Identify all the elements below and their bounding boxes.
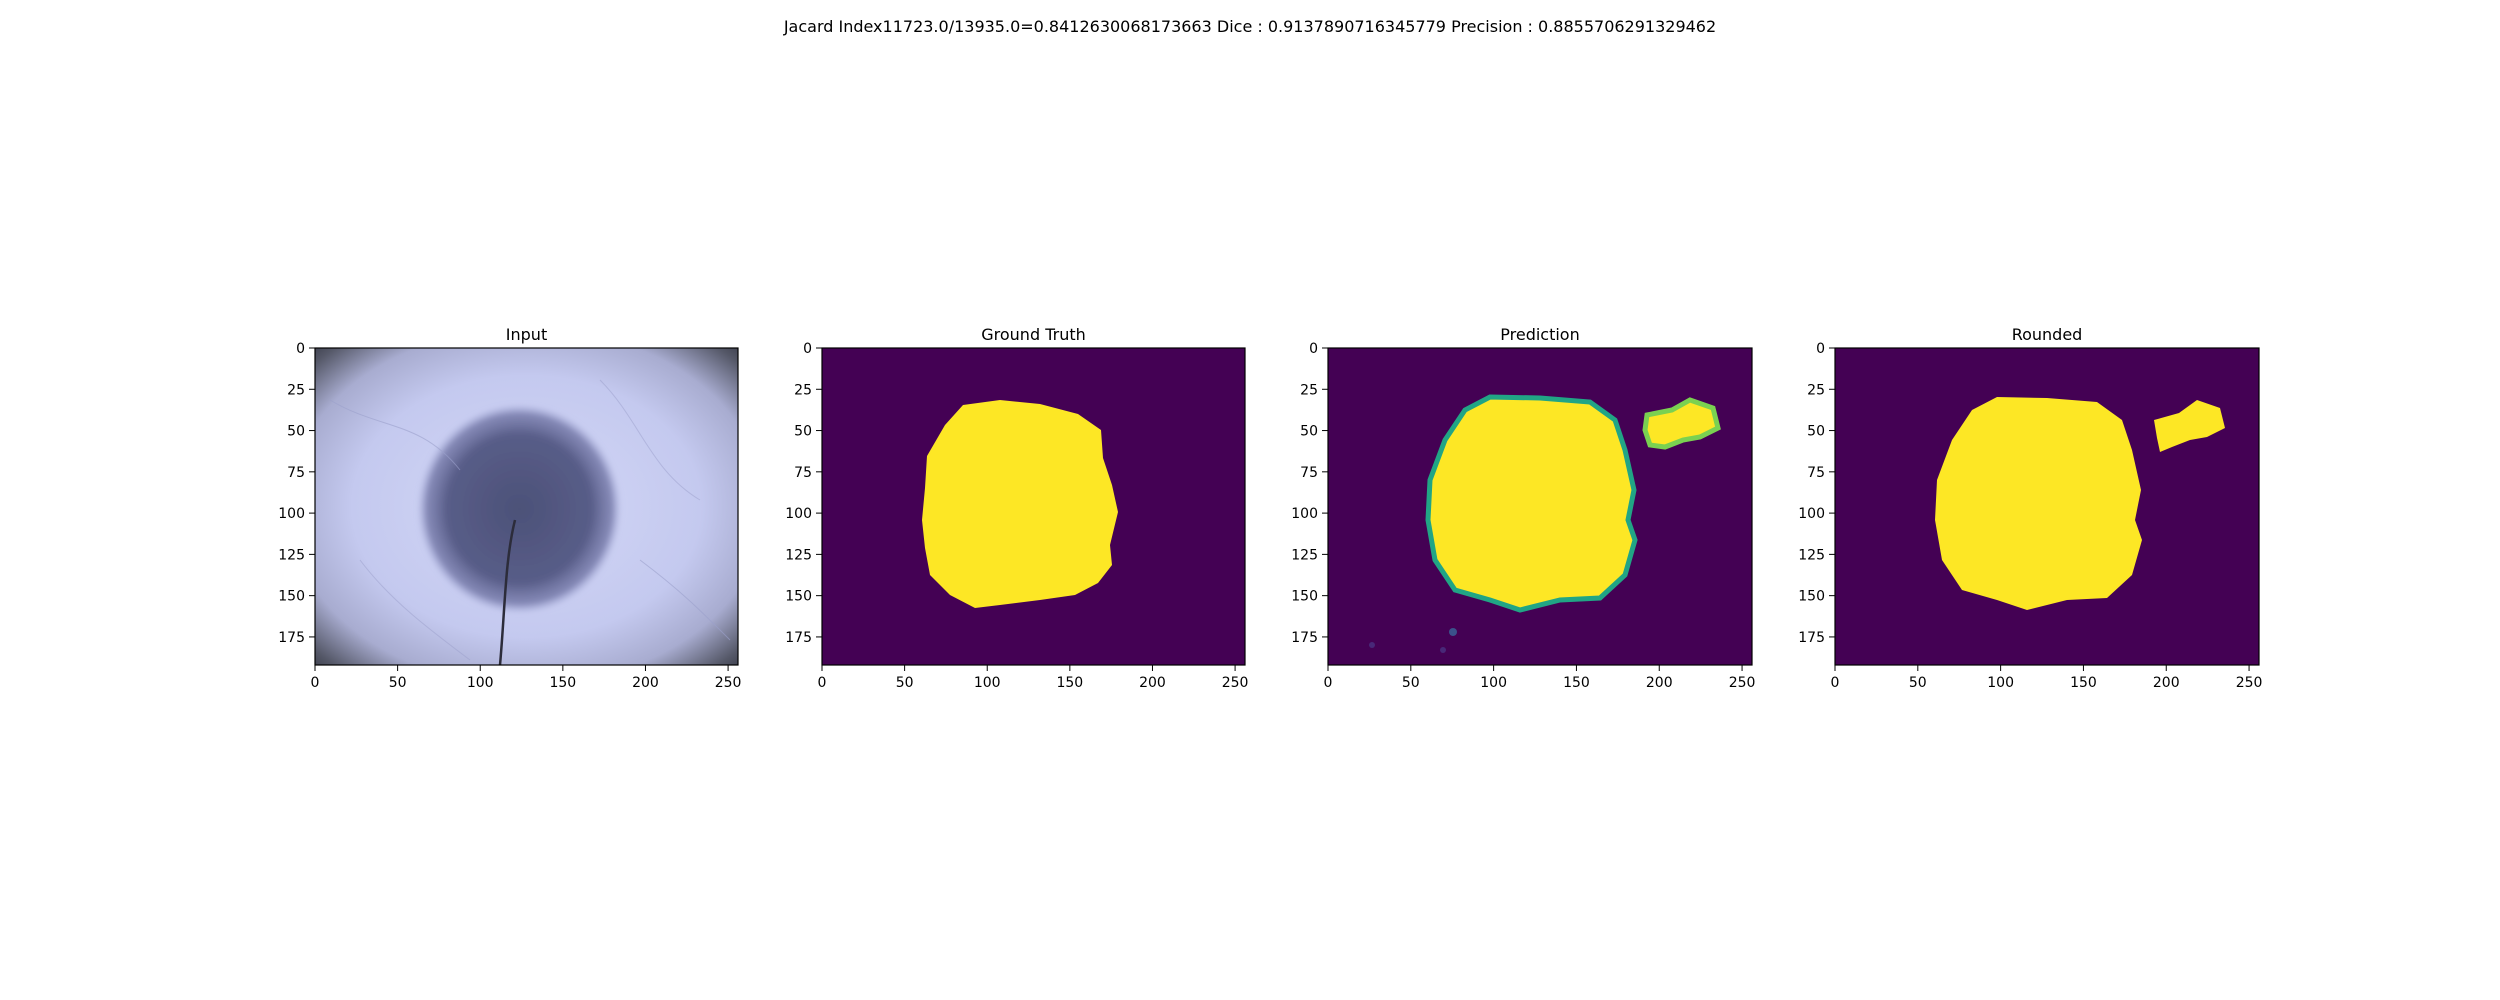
figure-suptitle: Jacard Index11723.0/13935.0=0.8412630068… (783, 17, 1716, 36)
x-tick-label: 100 (467, 675, 494, 691)
y-tick-label: 125 (785, 547, 812, 563)
x-tick-label: 200 (632, 675, 659, 691)
lesion-mask-region (922, 400, 1118, 608)
x-tick-label: 100 (1987, 675, 2014, 691)
x-tick-label: 100 (974, 675, 1001, 691)
y-tick-label: 100 (785, 506, 812, 522)
rounded-main-region (1935, 397, 2142, 610)
input-image (315, 348, 738, 665)
lesion-region (416, 403, 622, 614)
y-tick-label: 150 (278, 589, 305, 605)
y-tick-label: 75 (1807, 465, 1825, 481)
y-tick-label: 50 (1300, 424, 1318, 440)
y-tick-label: 175 (785, 630, 812, 646)
y-tick-label: 125 (278, 547, 305, 563)
x-tick-label: 200 (2153, 675, 2180, 691)
y-tick-label: 50 (287, 424, 305, 440)
axes-prediction: 0 50 100 150 200 250 0 25 50 75 100 125 150 175 (1291, 341, 1755, 691)
x-tick-label: 200 (1139, 675, 1166, 691)
x-tick-label: 50 (1909, 675, 1927, 691)
panel-prediction: Prediction 0 50 100 150 200 250 0 25 50 75 100 125 1… (1291, 325, 1755, 691)
panel-input: Input 0 50 100 150 200 250 0 25 50 75 100 125 150 175 (278, 325, 741, 691)
x-tick-label: 250 (1222, 675, 1249, 691)
x-tick-label: 0 (1831, 675, 1840, 691)
panel-title-prediction: Prediction (1500, 325, 1579, 344)
rounded-secondary-region (2154, 400, 2225, 452)
prediction-noise-spot (1369, 642, 1375, 648)
y-tick-label: 0 (1309, 341, 1318, 357)
axes-frame (1327, 347, 1753, 666)
y-tick-label: 150 (1798, 589, 1825, 605)
panel-title-input: Input (506, 325, 547, 344)
y-tick-label: 75 (287, 465, 305, 481)
y-tick-label: 50 (1807, 424, 1825, 440)
x-tick-label: 250 (2236, 675, 2263, 691)
axes-ground-truth: 0 50 100 150 200 250 0 25 50 75 100 125 150 175 (785, 341, 1248, 691)
axes-input: 0 50 100 150 200 250 0 25 50 75 100 125 150 175 (278, 341, 741, 691)
y-tick-label: 25 (1807, 382, 1825, 398)
x-tick-label: 150 (1563, 675, 1590, 691)
y-tick-label: 25 (794, 382, 812, 398)
axes-frame (1834, 347, 2260, 666)
y-tick-label: 175 (1798, 630, 1825, 646)
panel-rounded: Rounded 0 50 100 150 200 250 0 25 50 75 100 125 150 1… (1798, 325, 2262, 691)
prediction-main-region (1425, 394, 1638, 613)
x-tick-label: 150 (549, 675, 576, 691)
y-tick-label: 75 (1300, 465, 1318, 481)
x-tick-label: 0 (1324, 675, 1333, 691)
x-tick-label: 250 (715, 675, 742, 691)
y-tick-label: 100 (278, 506, 305, 522)
hair-strand (498, 519, 517, 665)
axes-rounded: 0 50 100 150 200 250 0 25 50 75 100 125 150 175 (1798, 341, 2262, 691)
x-tick-label: 0 (818, 675, 827, 691)
y-tick-label: 125 (1291, 547, 1318, 563)
y-tick-label: 75 (794, 465, 812, 481)
panel-title-rounded: Rounded (2012, 325, 2083, 344)
y-tick-label: 100 (1798, 506, 1825, 522)
y-tick-label: 125 (1798, 547, 1825, 563)
y-tick-label: 25 (287, 382, 305, 398)
panel-ground-truth: Ground Truth 0 50 100 150 200 250 0 25 50 75 100 12… (785, 325, 1248, 691)
panel-title-ground-truth: Ground Truth (981, 325, 1086, 344)
y-tick-label: 150 (1291, 589, 1318, 605)
axes-frame (314, 347, 739, 666)
x-tick-label: 50 (389, 675, 407, 691)
x-tick-label: 250 (1729, 675, 1756, 691)
y-tick-label: 175 (1291, 630, 1318, 646)
y-tick-label: 0 (803, 341, 812, 357)
prediction-noise-spot (1449, 628, 1457, 636)
x-tick-label: 50 (1402, 675, 1420, 691)
axes-frame (821, 347, 1246, 666)
y-tick-label: 175 (278, 630, 305, 646)
x-tick-label: 200 (1646, 675, 1673, 691)
x-tick-label: 150 (1056, 675, 1083, 691)
y-tick-label: 0 (296, 341, 305, 357)
prediction-secondary-region (1642, 397, 1721, 450)
y-tick-label: 50 (794, 424, 812, 440)
y-tick-label: 100 (1291, 506, 1318, 522)
x-tick-label: 150 (2070, 675, 2097, 691)
x-tick-label: 0 (311, 675, 320, 691)
x-tick-label: 100 (1480, 675, 1507, 691)
x-tick-label: 50 (896, 675, 914, 691)
y-tick-label: 150 (785, 589, 812, 605)
y-tick-label: 0 (1816, 341, 1825, 357)
y-tick-label: 25 (1300, 382, 1318, 398)
prediction-noise-spot (1440, 647, 1446, 653)
